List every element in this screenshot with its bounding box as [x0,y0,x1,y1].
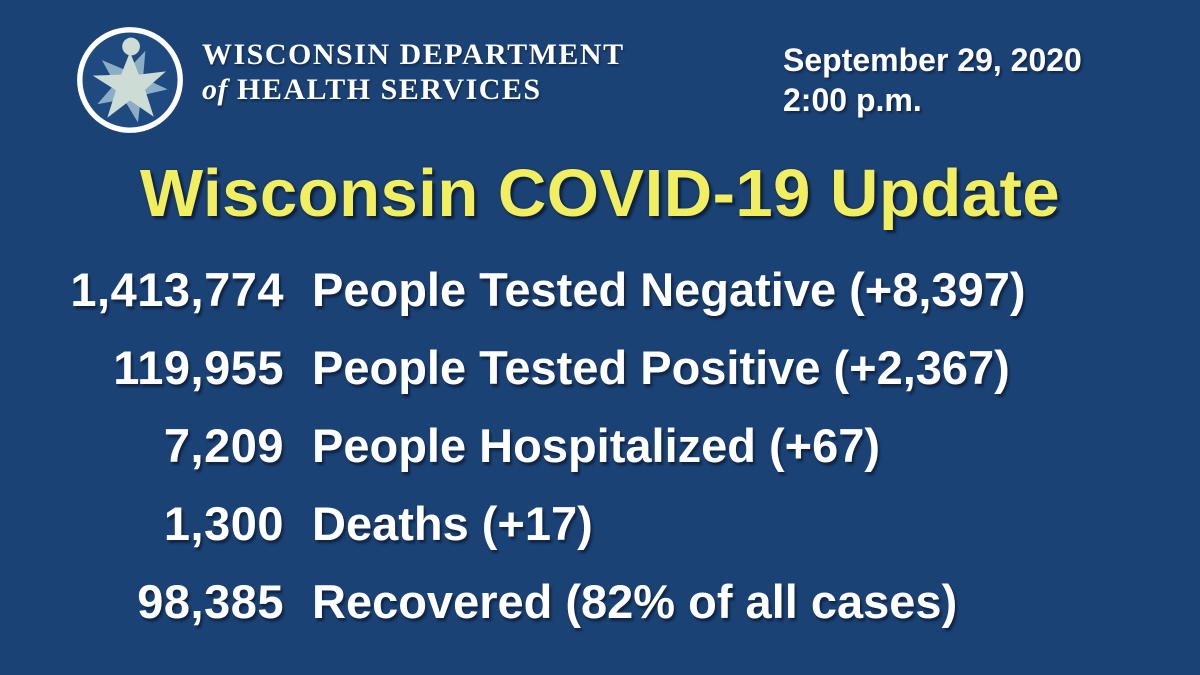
stat-row: 98,385 Recovered (82% of all cases) [34,562,1170,640]
stat-text: People Tested Positive (+2,367) [312,340,1170,395]
report-time: 2:00 p.m. [783,82,922,118]
org-name: WISCONSIN DEPARTMENT of HEALTH SERVICES [202,38,625,108]
stat-label: Recovered [312,574,553,628]
stat-note: (+8,397) [849,262,1026,316]
org-name-line2: of HEALTH SERVICES [202,73,625,108]
stat-row: 119,955 People Tested Positive (+2,367) [34,328,1170,406]
stat-note: (+2,367) [833,340,1010,394]
stat-note: (82% of all cases) [565,574,958,628]
stat-label: People Hospitalized [312,418,756,472]
header: WISCONSIN DEPARTMENT of HEALTH SERVICES … [76,26,1128,134]
org-name-of: of [202,72,228,106]
stat-row: 1,413,774 People Tested Negative (+8,397) [34,250,1170,328]
stat-value: 1,300 [163,496,284,550]
stat-value: 98,385 [137,574,284,628]
stat-text: People Tested Negative (+8,397) [312,262,1170,317]
stat-text: People Hospitalized (+67) [312,418,1170,473]
report-datetime: September 29, 2020 2:00 p.m. [783,40,1128,120]
stats-list: 1,413,774 People Tested Negative (+8,397)… [34,250,1170,640]
org-name-line2-text: HEALTH SERVICES [237,72,542,106]
org-name-line1: WISCONSIN DEPARTMENT [202,38,625,71]
dhs-logo-icon [76,26,184,134]
stat-label: Deaths [312,496,469,550]
page-title: Wisconsin COVID-19 Update [139,156,1061,231]
stat-note: (+67) [768,418,881,472]
stat-row: 1,300 Deaths (+17) [34,484,1170,562]
stat-note: (+17) [481,496,593,550]
stat-row: 7,209 People Hospitalized (+67) [34,406,1170,484]
stat-text: Recovered (82% of all cases) [312,574,1170,629]
stat-value: 1,413,774 [70,262,284,316]
report-date: September 29, 2020 [783,42,1082,78]
stat-value: 119,955 [113,340,284,394]
stat-label: People Tested Positive [312,340,821,394]
stat-label: People Tested Negative [312,262,837,316]
stat-text: Deaths (+17) [312,496,1170,551]
stat-value: 7,209 [163,418,284,472]
